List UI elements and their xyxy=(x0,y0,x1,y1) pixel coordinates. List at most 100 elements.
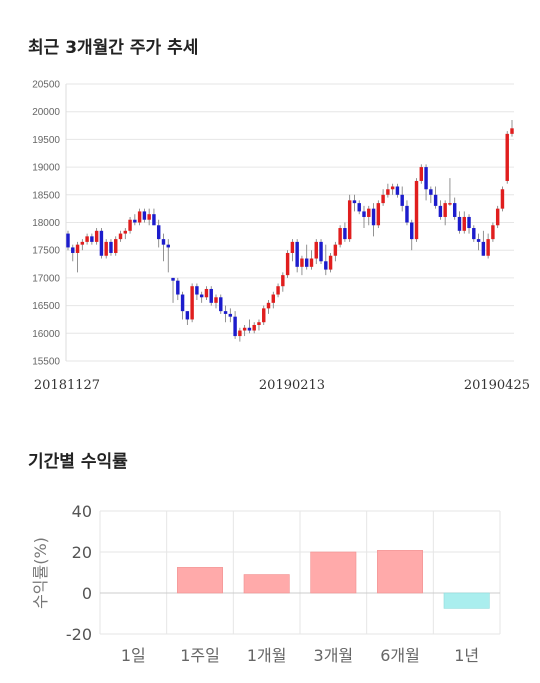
y-tick-label: 18000 xyxy=(32,218,60,229)
candle-body xyxy=(343,228,347,240)
candle-body xyxy=(457,216,462,231)
candle-body xyxy=(99,230,104,256)
y-tick-label: 20 xyxy=(72,543,92,562)
category-label: 1일 xyxy=(121,646,146,665)
candle-body xyxy=(266,302,271,309)
candle-body xyxy=(424,167,428,190)
x-tick-label: 20190425 xyxy=(464,378,530,393)
candle-body xyxy=(481,241,486,256)
candle-body xyxy=(262,308,266,323)
candle-body xyxy=(133,219,137,223)
candle-body xyxy=(123,230,128,234)
return-bar xyxy=(243,574,290,594)
candle-body xyxy=(271,294,276,303)
candle-body xyxy=(314,241,318,259)
category-label: 1주일 xyxy=(180,646,220,665)
y-tick-label: 19000 xyxy=(32,163,60,174)
candle-body xyxy=(386,189,390,195)
y-tick-label: 16000 xyxy=(32,329,60,340)
candle-body xyxy=(328,255,333,270)
y-tick-label: 20000 xyxy=(32,107,60,118)
candle-body xyxy=(94,230,99,242)
candle-body xyxy=(281,275,285,287)
candle-body xyxy=(395,186,400,195)
candle-body xyxy=(147,214,151,220)
y-axis-label: 수익률(%) xyxy=(31,537,50,609)
return-bar xyxy=(443,592,490,609)
candle-body xyxy=(66,233,70,248)
x-tick-label: 20190213 xyxy=(259,378,325,393)
candle-body xyxy=(152,214,156,226)
candle-body xyxy=(438,205,443,217)
candle-body xyxy=(204,288,209,298)
candle-body xyxy=(209,288,213,303)
candle-body xyxy=(510,128,514,134)
candle-body xyxy=(486,239,490,256)
candle-body xyxy=(429,189,433,195)
candle-body xyxy=(338,228,342,245)
candle-body xyxy=(452,203,457,217)
returns-title: 기간별 수익률 xyxy=(28,452,128,472)
candle-body xyxy=(405,205,409,223)
candle-body xyxy=(142,211,147,220)
candle-body xyxy=(357,203,361,212)
candle-body xyxy=(214,297,218,303)
y-tick-label: 17000 xyxy=(32,273,60,284)
y-tick-label: 20500 xyxy=(32,80,60,91)
candle-body xyxy=(80,241,85,245)
candle-body xyxy=(85,236,89,242)
candle-body xyxy=(228,313,233,317)
y-tick-label: 15500 xyxy=(32,357,60,368)
candle-body xyxy=(285,252,290,276)
candle-body xyxy=(90,236,94,242)
candle-body xyxy=(390,186,395,190)
candle-body xyxy=(419,167,424,181)
candle-body xyxy=(491,225,495,240)
candle-body xyxy=(176,280,180,295)
y-tick-label: 0 xyxy=(82,584,92,603)
candle-body xyxy=(118,233,123,240)
candle-body xyxy=(352,200,357,204)
category-label: 1년 xyxy=(454,646,479,665)
candle-body xyxy=(410,222,414,240)
candle-body xyxy=(300,258,304,267)
candle-body xyxy=(75,244,80,253)
candle-body xyxy=(161,239,166,245)
return-bar xyxy=(177,567,223,594)
candle-body xyxy=(247,327,252,331)
candlestick-chart: 15500 16000 16500 17000 17500 18000 18500 19000… xyxy=(32,80,530,394)
candle-body xyxy=(443,203,447,217)
candle-body xyxy=(362,211,366,217)
candle-body xyxy=(223,311,228,314)
candle-body xyxy=(367,208,371,217)
candle-body xyxy=(376,203,381,226)
candle-body xyxy=(137,211,142,223)
candle-body xyxy=(495,208,500,226)
candle-body xyxy=(242,327,247,331)
candle-body xyxy=(381,194,385,204)
price-trend-title: 최근 3개월간 주가 추세 xyxy=(28,38,199,58)
category-label: 1개월 xyxy=(247,646,287,665)
candle-body xyxy=(238,330,242,337)
category-label: 6개월 xyxy=(380,646,420,665)
candle-body xyxy=(505,133,509,181)
candle-body xyxy=(199,294,204,298)
candle-body xyxy=(104,241,108,256)
candle-body xyxy=(171,277,175,281)
candle-body xyxy=(319,241,323,262)
candle-body xyxy=(476,239,481,242)
candle-body xyxy=(309,258,314,267)
candle-body xyxy=(467,216,471,229)
y-tick-label: 16500 xyxy=(32,301,60,312)
y-tick-label: 18500 xyxy=(32,190,60,201)
category-label: 3개월 xyxy=(314,646,354,665)
candle-body xyxy=(156,225,161,240)
candle-body xyxy=(462,216,466,231)
candle-body xyxy=(324,261,328,270)
candle-body xyxy=(304,258,309,267)
candle-body xyxy=(433,194,438,206)
candle-body xyxy=(195,286,199,295)
y-tick-label: 17500 xyxy=(32,246,60,257)
candle-body xyxy=(347,200,352,240)
